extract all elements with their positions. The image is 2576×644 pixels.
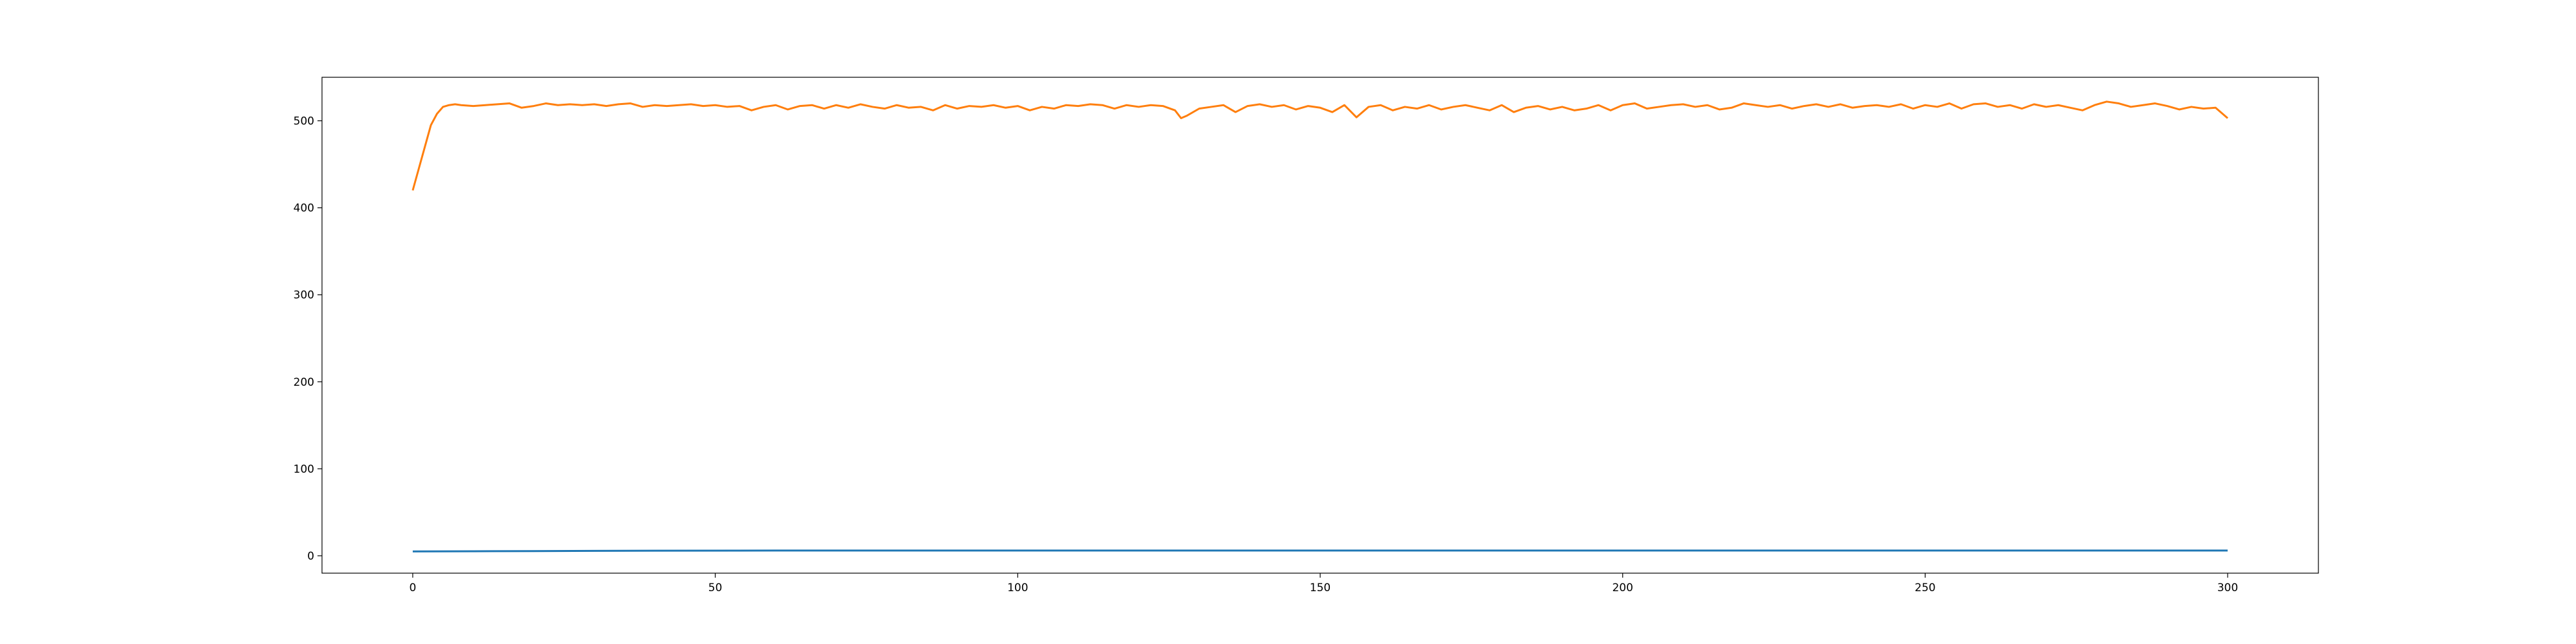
y-tick-label: 200 — [294, 376, 314, 389]
y-tick-label: 0 — [307, 550, 314, 563]
x-tick-label: 200 — [1612, 582, 1633, 594]
x-tick-label: 50 — [708, 582, 723, 594]
y-axis-ticks: 0 100 200 300 400 500 — [294, 115, 322, 563]
y-tick-label: 100 — [294, 463, 314, 476]
x-tick-label: 150 — [1310, 582, 1331, 594]
x-tick-label: 100 — [1007, 582, 1028, 594]
y-tick-label: 500 — [294, 115, 314, 128]
y-tick-label: 400 — [294, 202, 314, 215]
x-tick-label: 300 — [2217, 582, 2238, 594]
plot-frame — [321, 77, 2319, 574]
series-layer — [412, 100, 2229, 553]
x-tick-label: 250 — [1915, 582, 1935, 594]
series-line-2 — [412, 100, 2229, 191]
y-tick-label: 300 — [294, 289, 314, 302]
plot-area — [322, 77, 2318, 573]
x-axis-ticks: 0 50 100 150 200 250 300 — [409, 573, 2238, 594]
x-tick-label: 0 — [409, 582, 416, 594]
